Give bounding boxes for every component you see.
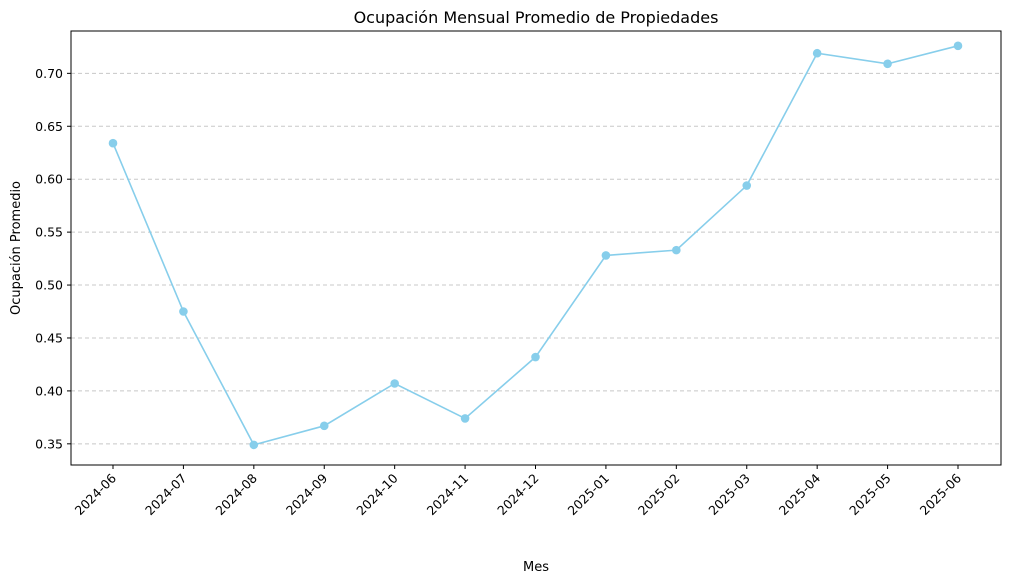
series-line	[108, 41, 963, 450]
data-point	[390, 379, 399, 388]
x-axis-label: Mes	[523, 560, 549, 575]
data-point	[249, 440, 259, 450]
x-tick-label: 2024-06	[72, 470, 120, 518]
y-tick-label: 0.50	[35, 278, 63, 293]
y-tick-label: 0.70	[35, 66, 63, 81]
data-point	[742, 181, 752, 190]
x-tick-label: 2024-07	[142, 471, 190, 519]
y-tick-label: 0.35	[35, 436, 63, 451]
y-tick-label: 0.60	[35, 172, 63, 187]
chart-title: Ocupación Mensual Promedio de Propiedade…	[354, 8, 719, 27]
x-tick-label: 2024-11	[424, 471, 472, 519]
x-tick-label: 2025-01	[564, 471, 612, 519]
y-tick-label: 0.55	[35, 225, 63, 240]
x-tick-label: 2025-03	[705, 471, 753, 519]
y-tick-label: 0.40	[35, 383, 63, 398]
series-line-path	[112, 45, 959, 446]
data-point	[108, 138, 118, 148]
x-axis: 2024-06 2024-07 2024-08 2024-09 2024-10 2024-…	[72, 465, 965, 519]
y-axis: 0.35 0.40 0.45 0.50 0.55 0.60 0.65 0.70	[35, 66, 71, 451]
x-tick-label: 2024-09	[283, 470, 331, 518]
data-point	[883, 59, 892, 69]
x-tick-label: 2024-12	[494, 471, 542, 519]
y-axis-label: Ocupación Promedio	[9, 181, 24, 315]
data-point	[601, 251, 611, 260]
y-tick-label: 0.65	[35, 119, 63, 134]
x-tick-label: 2025-06	[917, 470, 965, 518]
data-point	[812, 48, 822, 58]
gridlines	[71, 72, 1001, 445]
data-point	[672, 245, 681, 255]
data-point	[531, 352, 540, 362]
plot-area-frame	[70, 30, 1002, 466]
y-tick-label: 0.45	[35, 330, 63, 345]
x-tick-label: 2024-10	[353, 470, 401, 518]
x-tick-label: 2025-04	[776, 470, 824, 518]
data-point	[319, 421, 329, 431]
x-tick-label: 2024-08	[212, 470, 260, 518]
data-point	[953, 41, 963, 51]
data-point	[179, 307, 188, 316]
data-point	[460, 414, 470, 423]
x-tick-label: 2025-02	[635, 471, 683, 519]
x-tick-label: 2025-05	[846, 471, 894, 519]
